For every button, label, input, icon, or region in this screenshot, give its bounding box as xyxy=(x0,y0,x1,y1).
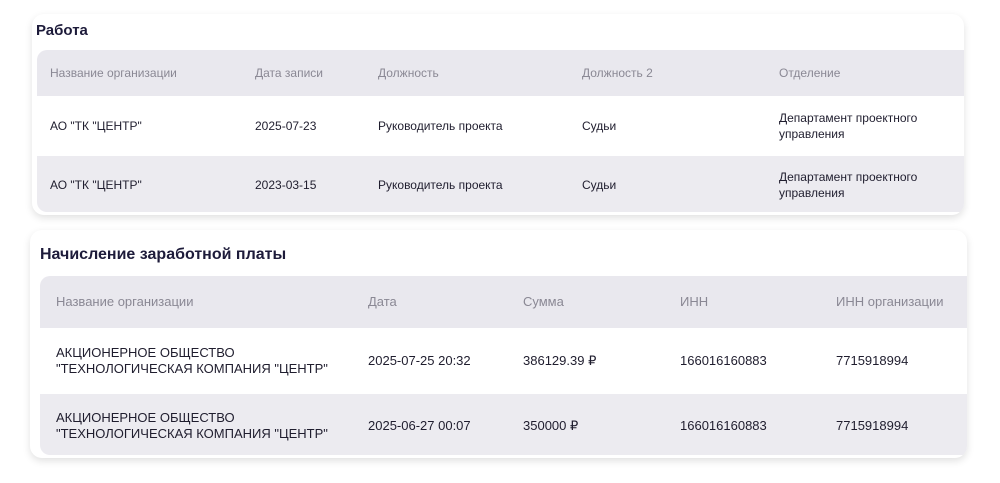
cell-org-inn: 7715918994 xyxy=(836,418,909,433)
cell-position-2: Судьи xyxy=(582,119,617,133)
cell-amount: 350000 ₽ xyxy=(523,418,579,433)
column-header: Отделение xyxy=(779,66,841,80)
column-header: Сумма xyxy=(523,294,564,309)
cell-organization: АКЦИОНЕРНОЕ ОБЩЕСТВО "ТЕХНОЛОГИЧЕСКАЯ КО… xyxy=(56,345,328,376)
table-row[interactable]: АО "ТК "ЦЕНТР" 2025-07-23 Руководитель п… xyxy=(37,96,964,156)
column-header: Дата xyxy=(368,294,397,309)
cell-org-inn: 7715918994 xyxy=(836,353,909,368)
cell-date: 2023-03-15 xyxy=(255,178,317,192)
work-card: Работа Название организации Дата записи … xyxy=(32,14,964,215)
column-header: Должность xyxy=(378,66,439,80)
column-header: Дата записи xyxy=(255,66,323,80)
cell-department: Департамент проектного управления xyxy=(779,111,918,141)
column-header: Название организации xyxy=(50,66,177,80)
column-header: Название организации xyxy=(56,294,194,309)
cell-date: 2025-06-27 00:07 xyxy=(368,418,471,433)
work-title: Работа xyxy=(36,22,88,39)
cell-department: Департамент проектного управления xyxy=(779,170,918,200)
column-header: ИНН xyxy=(680,294,709,309)
cell-inn: 166016160883 xyxy=(680,418,767,433)
salary-table: Название организации Дата Сумма ИНН ИНН … xyxy=(40,276,967,455)
column-header: ИНН организации xyxy=(836,294,944,309)
table-row[interactable]: АКЦИОНЕРНОЕ ОБЩЕСТВО "ТЕХНОЛОГИЧЕСКАЯ КО… xyxy=(40,394,967,455)
salary-title: Начисление заработной платы xyxy=(40,246,287,263)
cell-position: Руководитель проекта xyxy=(378,119,503,133)
cell-organization: АО "ТК "ЦЕНТР" xyxy=(50,178,142,192)
cell-amount: 386129.39 ₽ xyxy=(523,353,597,368)
cell-date: 2025-07-25 20:32 xyxy=(368,353,471,368)
cell-organization: АО "ТК "ЦЕНТР" xyxy=(50,119,142,133)
table-header: Название организации Дата записи Должнос… xyxy=(37,50,964,96)
cell-position: Руководитель проекта xyxy=(378,178,503,192)
cell-organization: АКЦИОНЕРНОЕ ОБЩЕСТВО "ТЕХНОЛОГИЧЕСКАЯ КО… xyxy=(56,410,328,441)
table-header: Название организации Дата Сумма ИНН ИНН … xyxy=(40,276,967,328)
salary-card: Начисление заработной платы Название орг… xyxy=(30,230,967,458)
table-row[interactable]: АКЦИОНЕРНОЕ ОБЩЕСТВО "ТЕХНОЛОГИЧЕСКАЯ КО… xyxy=(40,328,967,394)
cell-inn: 166016160883 xyxy=(680,353,767,368)
table-row[interactable]: АО "ТК "ЦЕНТР" 2023-03-15 Руководитель п… xyxy=(37,156,964,212)
cell-position-2: Судьи xyxy=(582,178,617,192)
column-header: Должность 2 xyxy=(582,66,653,80)
cell-date: 2025-07-23 xyxy=(255,119,317,133)
work-table: Название организации Дата записи Должнос… xyxy=(37,50,964,212)
